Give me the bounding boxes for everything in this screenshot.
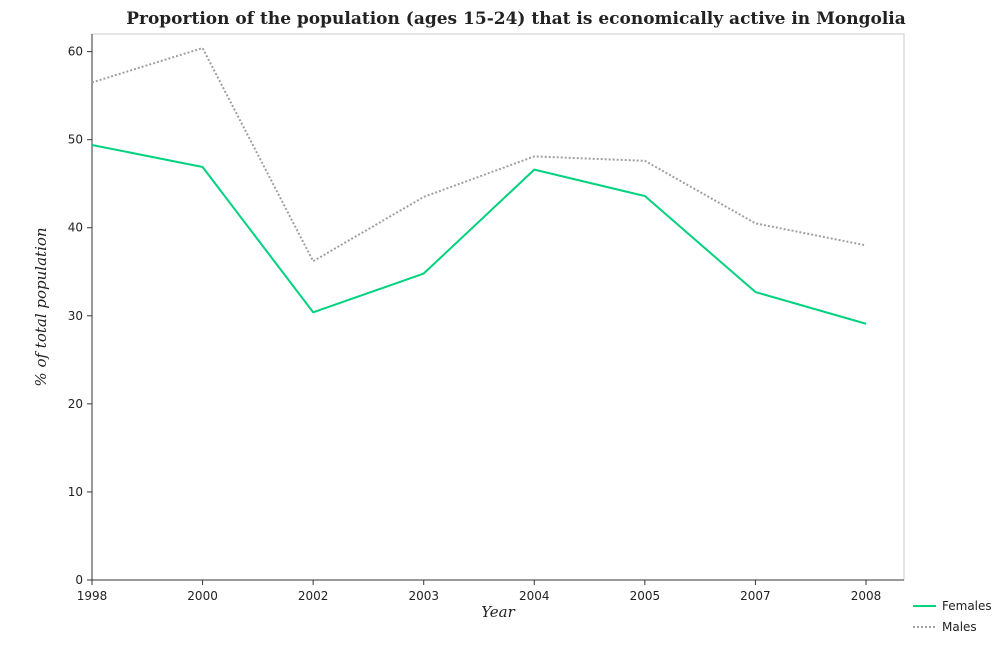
x-tick-label: 2005	[630, 589, 661, 603]
series-layer	[91, 47, 867, 325]
x-tick-label: 2000	[187, 589, 218, 603]
legend-label-males: Males	[942, 620, 977, 634]
y-tick-label: 30	[68, 309, 83, 323]
legend-label-females: Females	[942, 599, 992, 613]
x-tick-label: 2008	[851, 589, 882, 603]
y-axis-ticks: 0 10 20 30 40 50 60	[68, 45, 92, 587]
legend: Females Males	[913, 599, 992, 634]
chart-title: Proportion of the population (ages 15-24…	[126, 9, 906, 29]
y-tick-label: 60	[68, 45, 83, 59]
y-tick-label: 0	[75, 573, 83, 587]
x-tick-label: 1998	[77, 589, 108, 603]
y-axis-title: % of total population	[32, 227, 50, 386]
x-axis-title: Year	[481, 603, 515, 621]
y-tick-label: 20	[68, 397, 83, 411]
y-tick-label: 10	[68, 485, 83, 499]
x-tick-label: 2007	[740, 589, 771, 603]
plot-area	[91, 33, 905, 581]
series-line-females	[91, 143, 867, 325]
x-tick-label: 2002	[298, 589, 329, 603]
y-tick-label: 50	[68, 133, 83, 147]
x-axis-ticks: 1998 2000 2002 2003 2004 2005 2007 2008	[77, 580, 882, 603]
x-tick-label: 2003	[408, 589, 439, 603]
x-tick-label: 2004	[519, 589, 550, 603]
y-tick-label: 40	[68, 221, 83, 235]
